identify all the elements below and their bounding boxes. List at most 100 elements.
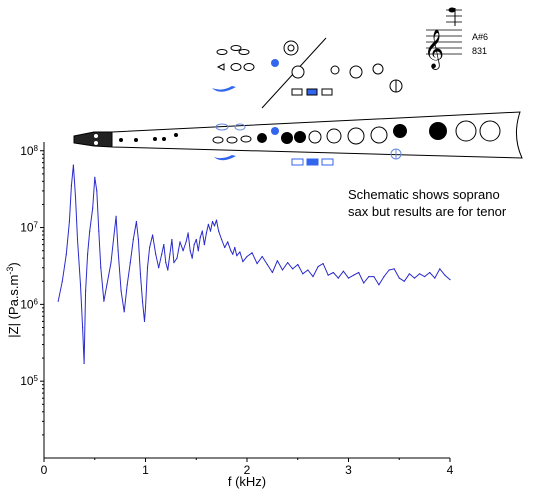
impedance-point bbox=[444, 274, 446, 276]
impedance-point bbox=[413, 277, 416, 279]
x-tick-label: 4 bbox=[447, 463, 454, 477]
impedance-point bbox=[424, 276, 426, 278]
impedance-point bbox=[363, 282, 365, 284]
impedance-point bbox=[87, 253, 89, 255]
impedance-point bbox=[307, 269, 309, 271]
impedance-point bbox=[281, 269, 284, 271]
impedance-point bbox=[120, 290, 122, 292]
impedance-point bbox=[82, 326, 84, 329]
y-axis-label: |Z| (Pa.s.m-3) bbox=[5, 262, 21, 337]
impedance-point bbox=[94, 176, 96, 178]
impedance-point bbox=[189, 250, 191, 252]
x-axis-label: f (kHz) bbox=[228, 474, 266, 489]
impedance-point bbox=[383, 276, 385, 278]
impedance-point bbox=[83, 362, 85, 365]
impedance-point bbox=[182, 250, 184, 252]
impedance-point bbox=[72, 164, 74, 166]
impedance-point bbox=[199, 236, 201, 238]
impedance-point bbox=[135, 220, 137, 223]
impedance-point bbox=[227, 241, 229, 243]
impedance-point bbox=[158, 267, 160, 269]
x-tick-label: 2 bbox=[244, 463, 251, 477]
impedance-point bbox=[373, 276, 375, 278]
impedance-point bbox=[195, 238, 197, 241]
impedance-point bbox=[115, 215, 117, 217]
fingering-diagram bbox=[212, 37, 403, 109]
small-tone-holes bbox=[119, 133, 178, 142]
impedance-point bbox=[141, 300, 144, 302]
impedance-plot: 105 106 107 108 0 1 2 3 4 f (kHz) |Z| (Pa.s.m-3… bbox=[5, 142, 454, 489]
impedance-point bbox=[106, 284, 108, 286]
impedance-point bbox=[439, 268, 441, 270]
impedance-point bbox=[89, 230, 91, 232]
saxophone-schematic: 𝄞 A#6 831 bbox=[73, 7, 523, 166]
impedance-point bbox=[191, 257, 193, 259]
impedance-point bbox=[246, 255, 248, 258]
impedance-point bbox=[398, 277, 400, 279]
impedance-point bbox=[137, 238, 139, 241]
impedance-point bbox=[129, 262, 131, 264]
impedance-point bbox=[187, 232, 189, 234]
impedance-point bbox=[96, 190, 98, 192]
impedance-point bbox=[232, 253, 234, 255]
impedance-point bbox=[429, 271, 431, 274]
impedance-point bbox=[449, 279, 451, 281]
x-tick-label: 1 bbox=[142, 463, 149, 477]
closed-keys bbox=[257, 122, 447, 144]
annotation-line-2: sax but results are for tenor bbox=[348, 204, 507, 219]
x-axis-ticks: 0 1 2 3 4 bbox=[41, 458, 454, 477]
impedance-point bbox=[388, 269, 390, 271]
octave-key-icon bbox=[271, 127, 279, 135]
medium-tone-holes bbox=[212, 135, 252, 144]
impedance-point bbox=[230, 250, 232, 252]
impedance-point bbox=[205, 232, 207, 234]
impedance-point bbox=[185, 241, 187, 243]
impedance-point bbox=[327, 274, 329, 276]
body-side-key-rects bbox=[291, 158, 334, 166]
impedance-point bbox=[251, 252, 253, 254]
impedance-point bbox=[234, 246, 236, 249]
impedance-point bbox=[68, 220, 70, 223]
impedance-point bbox=[144, 307, 147, 309]
impedance-point bbox=[256, 263, 258, 265]
impedance-point bbox=[126, 284, 128, 286]
impedance-point bbox=[161, 253, 163, 255]
impedance-point bbox=[317, 266, 319, 268]
impedance-point bbox=[353, 274, 355, 276]
impedance-point bbox=[292, 268, 294, 270]
impedance-point bbox=[302, 273, 304, 275]
annotation-line-1: Schematic shows soprano bbox=[348, 187, 500, 202]
x-tick-label: 0 bbox=[41, 463, 48, 477]
impedance-point bbox=[236, 255, 238, 257]
impedance-point bbox=[215, 219, 218, 221]
impedance-point bbox=[117, 250, 119, 252]
impedance-point bbox=[165, 262, 167, 264]
impedance-point bbox=[139, 273, 141, 275]
impedance-point bbox=[276, 260, 278, 262]
impedance-point bbox=[337, 277, 339, 279]
palm-key-icon bbox=[214, 155, 236, 161]
impedance-point bbox=[155, 253, 157, 255]
note-name: A#6 bbox=[472, 32, 488, 42]
impedance-point bbox=[271, 271, 273, 274]
impedance-point bbox=[143, 320, 146, 322]
side-keys-light-blue bbox=[215, 123, 402, 160]
impedance-point bbox=[211, 220, 214, 223]
impedance-point bbox=[287, 262, 289, 264]
impedance-point bbox=[434, 277, 436, 279]
impedance-point bbox=[61, 280, 63, 282]
impedance-point bbox=[167, 269, 169, 271]
treble-clef-icon: 𝄞 bbox=[424, 29, 444, 70]
y-tick-label: 106 bbox=[20, 297, 38, 312]
impedance-point bbox=[239, 251, 241, 253]
impedance-point bbox=[312, 276, 314, 278]
y-axis-ticks: 105 106 107 108 bbox=[20, 143, 44, 436]
impedance-point bbox=[169, 253, 171, 255]
impedance-point bbox=[266, 263, 268, 266]
impedance-point bbox=[393, 268, 395, 270]
impedance-point bbox=[209, 230, 212, 232]
impedance-point bbox=[176, 257, 178, 259]
impedance-point bbox=[358, 271, 360, 274]
impedance-point bbox=[76, 238, 79, 241]
